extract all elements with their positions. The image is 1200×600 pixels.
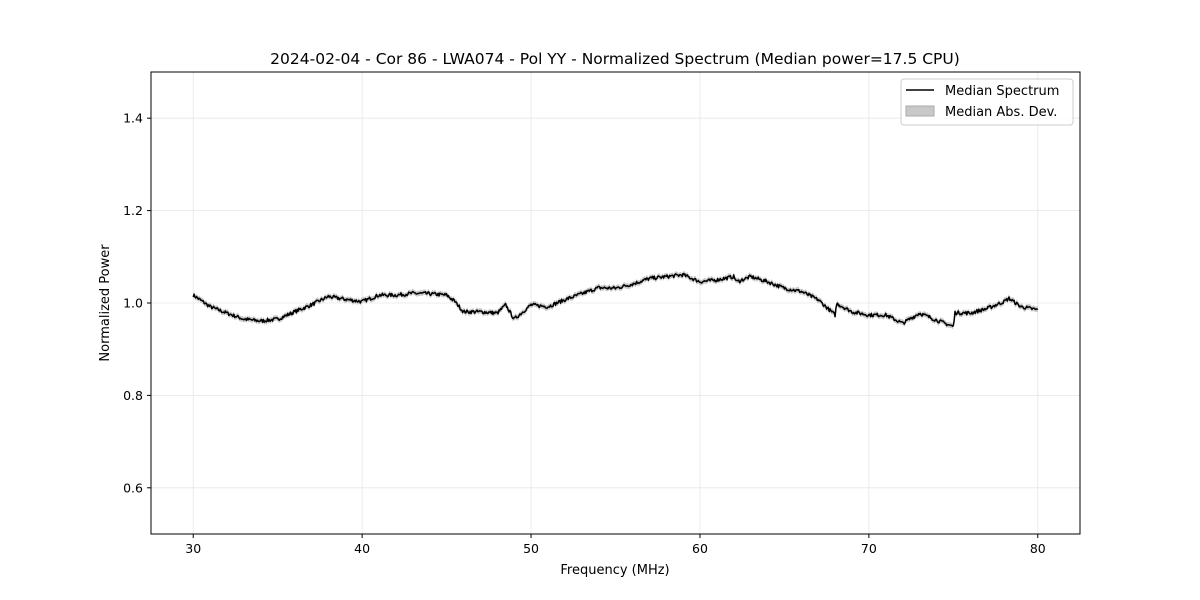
- chart-title: 2024-02-04 - Cor 86 - LWA074 - Pol YY - …: [270, 50, 960, 68]
- x-axis-label: Frequency (MHz): [560, 563, 669, 578]
- x-tick-label: 30: [185, 541, 201, 556]
- median-spectrum-line: [192, 272, 1039, 327]
- y-tick-label: 0.6: [123, 480, 143, 495]
- y-axis: 0.6 0.8 1.0 1.2 1.4: [123, 111, 151, 495]
- median-line: [192, 272, 1039, 327]
- x-tick-label: 40: [354, 541, 370, 556]
- legend-label-median: Median Spectrum: [945, 84, 1059, 99]
- legend: Median Spectrum Median Abs. Dev.: [900, 78, 1074, 126]
- y-tick-label: 1.0: [123, 296, 143, 311]
- x-tick-label: 70: [861, 541, 877, 556]
- grid: [151, 72, 1080, 534]
- legend-band-swatch: [905, 105, 935, 117]
- x-tick-label: 80: [1030, 541, 1046, 556]
- y-tick-label: 1.2: [123, 203, 143, 218]
- legend-box: [900, 78, 1074, 126]
- y-tick-label: 0.8: [123, 388, 143, 403]
- x-tick-label: 50: [523, 541, 539, 556]
- y-tick-label: 1.4: [123, 111, 143, 126]
- y-axis-label: Normalized Power: [98, 244, 113, 362]
- x-tick-label: 60: [692, 541, 708, 556]
- x-axis: 30 40 50 60 70 80: [185, 534, 1046, 556]
- legend-label-mad: Median Abs. Dev.: [945, 105, 1057, 120]
